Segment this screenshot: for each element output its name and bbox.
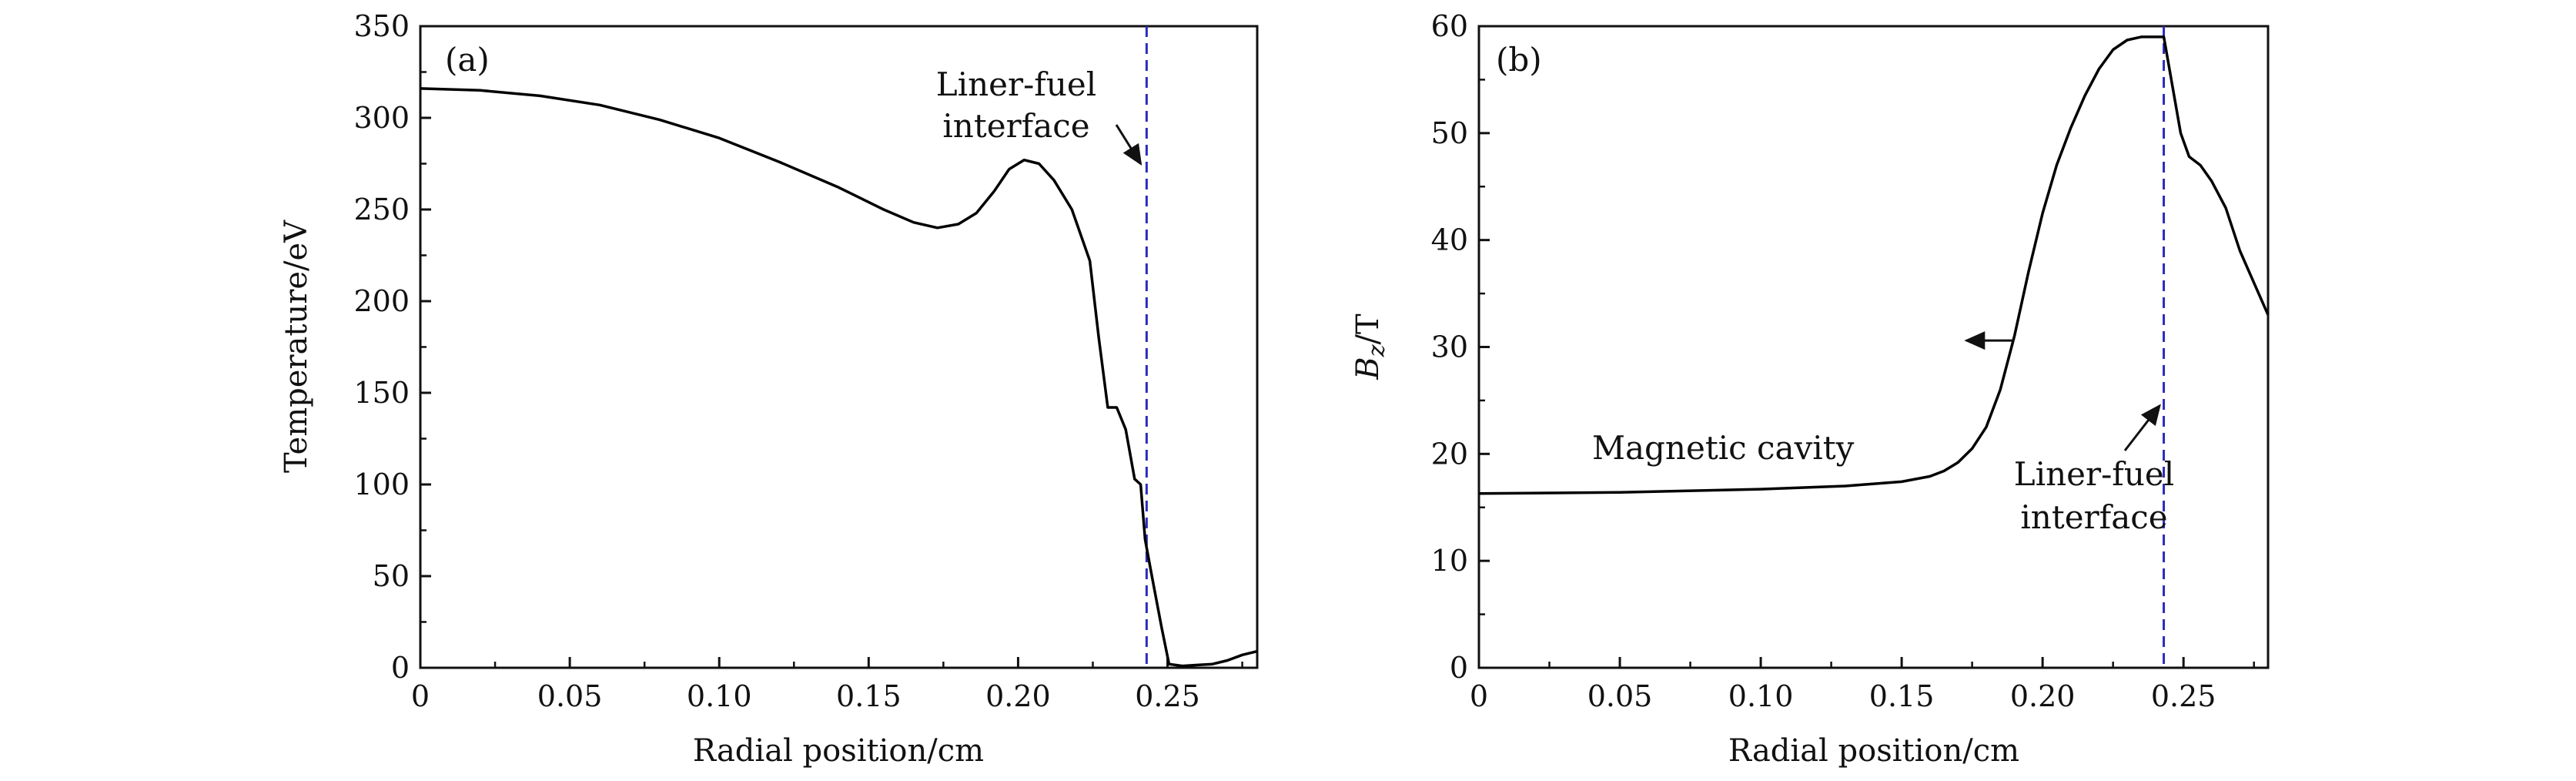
panel-a-plot-frame	[419, 25, 1259, 669]
panel-a-annotation-line-2: interface	[942, 107, 1089, 145]
panel-b-y-tick-label: 10	[1431, 544, 1468, 578]
panel-a-y-tick-label: 100	[353, 468, 410, 501]
panel-a-y-tick-label: 200	[353, 284, 410, 318]
panel-a-y-tick-label: 350	[353, 9, 410, 43]
panel-a-x-tick-label: 0.25	[1135, 679, 1200, 713]
panel-b-y-tick-label: 0	[1450, 651, 1468, 685]
panel-a-temperature-chart: 0 0.05 0.10 0.15 0.20 0.25 0 50 100 150 200 250 300 3…	[279, 9, 1259, 769]
panel-b-annotation-arrow	[2123, 404, 2161, 451]
panel-b-annotation-line-2: interface	[2020, 498, 2167, 536]
panel-b-y-tick-label: 60	[1431, 9, 1468, 43]
panel-b-plot-frame	[1477, 25, 2270, 669]
panel-b-y-axis-label: Bz/T	[1350, 313, 1390, 380]
panel-b-y-axis-label-sub: z	[1363, 344, 1390, 357]
panel-b-y-tick-label: 40	[1431, 223, 1468, 257]
panel-a-x-axis-label: Radial position/cm	[693, 733, 984, 769]
panel-a-annotation-line-1: Liner-fuel	[936, 65, 1096, 103]
panel-a-x-tick-label: 0.15	[836, 679, 902, 713]
panel-a-y-tick-label: 150	[353, 376, 410, 410]
panel-b-y-tick-label: 50	[1431, 116, 1468, 150]
panel-a-y-tick-label: 250	[353, 193, 410, 226]
panel-b-x-tick-label: 0.15	[1869, 679, 1935, 713]
panel-a-label: (a)	[445, 41, 490, 79]
panel-a-y-tick-label: 0	[391, 651, 410, 685]
panel-a-x-tick-label: 0.10	[687, 679, 752, 713]
panel-a-y-tick-label: 300	[353, 101, 410, 135]
panel-b-x-tick-label: 0.20	[2010, 679, 2076, 713]
panel-a-ticks: 0 0.05 0.10 0.15 0.20 0.25 0 50 100 150 200 250 300 3…	[353, 9, 1243, 713]
panel-a-x-tick-label: 0	[411, 679, 430, 713]
panel-b-magnetic-cavity-label: Magnetic cavity	[1592, 429, 1855, 467]
panel-a-temperature-series	[420, 87, 1258, 668]
panel-b-annotation-line-1: Liner-fuel	[2014, 455, 2174, 493]
panel-a-y-tick-label: 50	[373, 559, 410, 593]
panel-b-x-tick-label: 0.10	[1728, 679, 1794, 713]
panel-b-x-tick-label: 0.25	[2151, 679, 2216, 713]
panel-b-bz-series	[1478, 35, 2270, 495]
panel-a-x-tick-label: 0.20	[985, 679, 1051, 713]
panel-b-magnetic-field-chart: 0 0.05 0.10 0.15 0.20 0.25 0 10 20 30 40 50 60 (b) M…	[1350, 9, 2270, 769]
panel-a-annotation-arrow	[1115, 124, 1142, 166]
panel-b-x-tick-label: 0.05	[1587, 679, 1653, 713]
panel-a-y-axis-label: Temperature/eV	[279, 220, 314, 473]
panel-b-y-tick-label: 20	[1431, 437, 1468, 471]
panel-b-x-axis-label: Radial position/cm	[1728, 733, 2019, 769]
panel-b-x-tick-label: 0	[1470, 679, 1488, 713]
panel-b-y-tick-label: 30	[1431, 330, 1468, 364]
panel-a-x-tick-label: 0.05	[537, 679, 603, 713]
panel-b-y-axis-label-main: B	[1350, 357, 1386, 380]
panel-b-label: (b)	[1496, 41, 1542, 79]
panel-b-y-axis-label-rest: /T	[1350, 313, 1386, 344]
panel-b-ticks: 0 0.05 0.10 0.15 0.20 0.25 0 10 20 30 40 50 60	[1431, 9, 2255, 713]
